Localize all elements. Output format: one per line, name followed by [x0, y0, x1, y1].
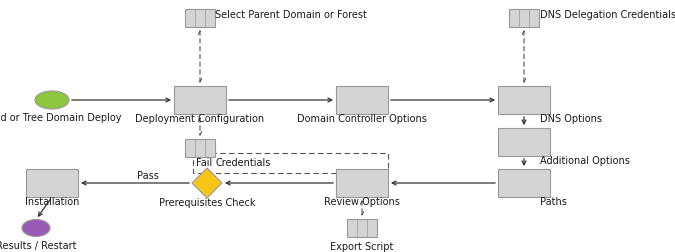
Text: Installation: Installation [25, 197, 79, 207]
Bar [509, 9, 539, 27]
Text: Prerequisites Check: Prerequisites Check [159, 198, 255, 208]
Bar [498, 128, 550, 156]
Bar [185, 139, 215, 157]
Bar [174, 86, 226, 114]
Text: Export Script: Export Script [330, 242, 394, 252]
Text: Results / Restart: Results / Restart [0, 241, 76, 251]
Text: Child or Tree Domain Deploy: Child or Tree Domain Deploy [0, 113, 122, 123]
Text: DNS Options: DNS Options [540, 114, 602, 124]
Bar [498, 86, 550, 114]
Polygon shape [192, 168, 222, 198]
Text: Select Parent Domain or Forest: Select Parent Domain or Forest [215, 10, 367, 20]
Text: Additional Options: Additional Options [540, 156, 630, 166]
Text: DNS Delegation Credentials: DNS Delegation Credentials [540, 10, 675, 20]
Text: Credentials: Credentials [215, 158, 271, 168]
Bar [347, 219, 377, 237]
Bar [336, 86, 388, 114]
Bar [336, 169, 388, 197]
Text: Review Options: Review Options [324, 197, 400, 207]
Text: Paths: Paths [540, 197, 567, 207]
Bar [498, 169, 550, 197]
Bar [185, 9, 215, 27]
Text: Domain Controller Options: Domain Controller Options [297, 114, 427, 124]
Bar [26, 169, 78, 197]
Text: Deployment Configuration: Deployment Configuration [136, 114, 265, 124]
Ellipse shape [35, 91, 69, 109]
Text: Fail: Fail [196, 158, 212, 168]
Text: Pass: Pass [137, 171, 159, 181]
Ellipse shape [22, 219, 50, 236]
